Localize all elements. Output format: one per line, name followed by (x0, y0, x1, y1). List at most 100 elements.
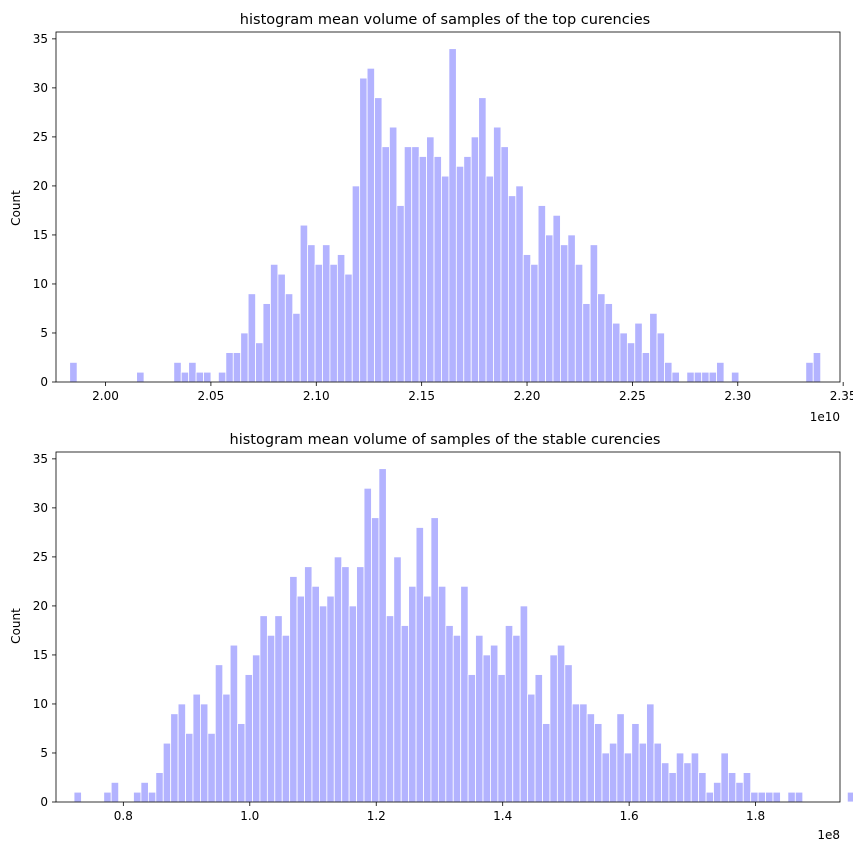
chart-top-ytick-label: 35 (33, 32, 48, 46)
chart-bottom-bar (162, 742, 172, 803)
chart-top-bar (701, 371, 710, 383)
chart-top-bar (374, 97, 383, 383)
chart-top-bar (426, 136, 435, 383)
chart-bottom-bar (200, 703, 209, 803)
chart-bottom-bar (341, 566, 350, 803)
chart-bottom-bar (371, 517, 380, 803)
chart-bottom-bar (274, 615, 283, 803)
chart-top-bar (619, 332, 628, 383)
chart-bottom-bar (378, 468, 387, 803)
chart-top-bar (69, 361, 78, 383)
chart-bottom-bar (185, 732, 194, 803)
chart-bottom-bar (549, 654, 558, 803)
chart-top-bar (418, 156, 427, 383)
chart-bottom-bar (698, 772, 707, 803)
chart-bottom-ytick-label: 25 (33, 550, 48, 564)
chart-top-bar (597, 293, 606, 383)
chart-top-bar (411, 146, 420, 383)
chart-bottom-bar (222, 693, 231, 803)
chart-bottom-bar (750, 791, 759, 803)
chart-top-bar (195, 371, 204, 383)
chart-top-xticks: 2.00 2.05 2.10 2.15 2.20 2.25 2.30 2.35 (92, 382, 853, 403)
chart-bottom-bar (207, 732, 216, 803)
chart-bottom-bar (765, 791, 774, 803)
chart-bottom-yticks: 0 5 10 15 20 25 30 35 (33, 452, 56, 809)
chart-top-ytick-label: 10 (33, 277, 48, 291)
chart-top-bar (626, 342, 636, 383)
chart-bottom-bar (542, 723, 551, 803)
chart-bottom-ytick-label: 30 (33, 501, 48, 515)
chart-top-ytick-label: 5 (40, 326, 48, 340)
chart-bottom-ylabel: Count (9, 608, 23, 644)
chart-bottom-bar (140, 781, 149, 803)
chart-bottom-bar (497, 674, 506, 803)
chart-bottom-xtick-label: 1.6 (620, 809, 639, 823)
chart-bottom-bar (415, 527, 424, 803)
chart-top-bars (69, 48, 822, 383)
chart-top-bar (240, 332, 249, 383)
chart-top-bar (136, 371, 145, 383)
chart-top-bar (225, 352, 234, 383)
chart-top-xtick-label: 2.15 (408, 389, 435, 403)
chart-bottom-bar (772, 791, 781, 803)
chart-bottom-bar (319, 605, 328, 803)
chart-top-bar (389, 126, 398, 383)
chart-bottom-bar (229, 644, 239, 803)
chart-bottom-bar (177, 703, 186, 803)
chart-bottom-bar (237, 723, 246, 803)
chart-bottom-ytick-label: 35 (33, 452, 48, 466)
chart-top-bar (649, 312, 658, 383)
chart-bottom-bar (385, 615, 395, 803)
chart-top-bar (396, 205, 405, 383)
chart-bottom-bar (661, 762, 670, 803)
chart-top-bar (604, 303, 613, 383)
chart-top-bar (366, 67, 375, 383)
chart-bottom-ytick-label: 0 (40, 795, 48, 809)
chart-top-bar (515, 185, 524, 383)
chart-top-bar (812, 352, 822, 383)
chart-top-bar (218, 371, 227, 383)
chart-bottom-xtick-label: 0.8 (114, 809, 133, 823)
chart-top-bar (448, 48, 457, 383)
chart-top-bar (277, 273, 286, 383)
chart-top-bar (552, 214, 561, 383)
chart-top-ytick-label: 25 (33, 130, 48, 144)
chart-top-bar (478, 97, 487, 383)
chart-top-yticks: 0 5 10 15 20 25 30 35 (33, 32, 56, 389)
chart-bottom-bar (616, 713, 625, 803)
chart-bottom-bar (623, 752, 633, 803)
chart-top-bar (203, 371, 212, 383)
chart-top-bar (641, 352, 651, 383)
chart-bottom-ytick-label: 15 (33, 648, 48, 662)
chart-top-bar (664, 361, 673, 383)
chart-top-ylabel: Count (9, 190, 23, 226)
chart-bottom-bar (445, 625, 454, 803)
chart-bottom-bar (423, 595, 432, 803)
chart-bottom-bar (601, 752, 610, 803)
chart-bottom-bar (304, 566, 313, 803)
chart-top-bar (359, 77, 368, 383)
chart-top-offset-label: 1e10 (810, 410, 840, 424)
chart-top-xtick-label: 2.10 (303, 389, 330, 403)
chart-bottom-bar (110, 781, 120, 803)
chart-bottom-xtick-label: 1.2 (367, 809, 386, 823)
chart-top-xtick-label: 2.05 (198, 389, 225, 403)
chart-bottom-bar (631, 723, 640, 803)
chart-bottom-bar (244, 674, 253, 803)
chart-bottom-bar (690, 752, 700, 803)
chart-bottom-xtick-label: 1.4 (493, 809, 512, 823)
chart-bottom-bar (460, 585, 469, 803)
chart-top-ytick-label: 20 (33, 179, 48, 193)
chart-top-bar (612, 322, 621, 383)
chart-bottom-bar (638, 742, 647, 803)
chart-top-bar (307, 244, 316, 383)
chart-top-bar (270, 263, 279, 383)
chart-bottom-bar (192, 693, 201, 803)
chart-top-bar (344, 273, 353, 383)
chart-top-bar (656, 332, 665, 383)
chart-top-bar (671, 371, 680, 383)
chart-bottom-bar (742, 772, 752, 803)
chart-top-bar (232, 352, 242, 383)
chart-top-title: histogram mean volume of samples of the … (240, 12, 650, 28)
chart-top-bar (589, 244, 599, 383)
